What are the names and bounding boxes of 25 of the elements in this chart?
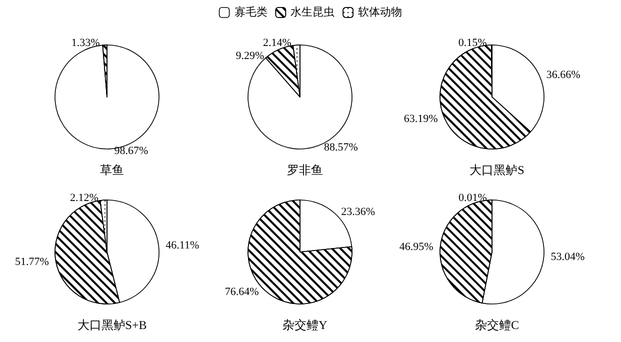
data-label: 0.01%	[458, 192, 487, 204]
data-label: 76.64%	[224, 286, 259, 298]
data-label: 63.19%	[404, 113, 438, 126]
data-label: 2.14%	[262, 37, 292, 50]
data-label: 2.12%	[70, 192, 98, 204]
data-label: 23.36%	[341, 206, 376, 218]
text: 杂交鳢C	[474, 318, 520, 332]
data-label: 98.67%	[114, 144, 148, 157]
text: 草鱼	[100, 163, 124, 177]
data-label: 88.57%	[324, 142, 358, 154]
data-label: 53.04%	[550, 251, 585, 264]
legend-label: 水生昆虫	[290, 6, 335, 18]
text: 罗非鱼	[287, 163, 323, 177]
data-label: 0.15%	[458, 37, 487, 49]
text: 杂交鳢Y	[282, 318, 328, 332]
data-label: 36.66%	[546, 69, 580, 82]
data-label: 51.77%	[15, 256, 49, 268]
legend-label: 寡毛类	[234, 6, 268, 18]
legend-label: 软体动物	[358, 6, 402, 18]
data-label: 46.11%	[166, 239, 200, 252]
data-label: 9.29%	[236, 50, 264, 62]
data-label: 46.95%	[399, 240, 434, 253]
text: 大口黑鲈S+B	[77, 318, 147, 332]
data-label: 1.33%	[71, 37, 100, 50]
text: 大口黑鲈S	[470, 163, 524, 177]
